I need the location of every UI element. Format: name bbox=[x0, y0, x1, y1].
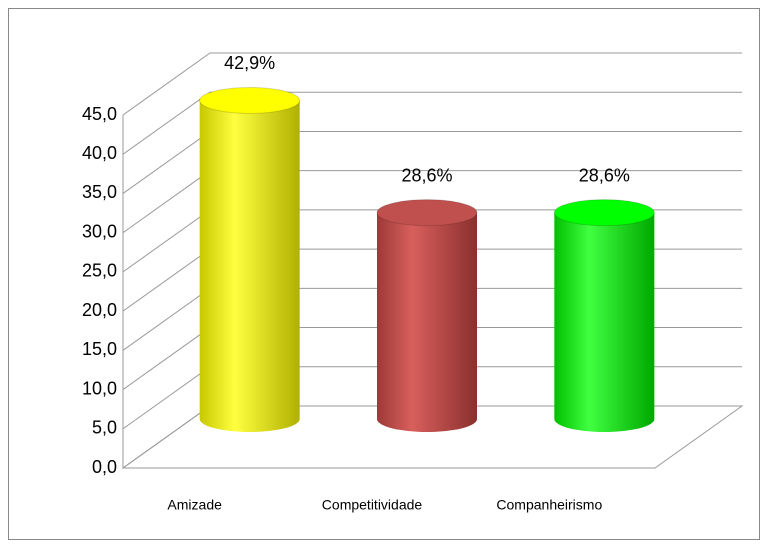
y-tick-label: 0,0 bbox=[92, 457, 117, 477]
bar-body bbox=[199, 100, 300, 432]
y-tick-label: 15,0 bbox=[82, 339, 117, 359]
value-label: 28,6% bbox=[579, 165, 630, 185]
bar-body bbox=[377, 212, 477, 432]
bar-top bbox=[553, 199, 655, 227]
value-label: 28,6% bbox=[401, 165, 452, 185]
bar-top bbox=[376, 199, 478, 227]
x-tick-label: Amizade bbox=[167, 497, 222, 513]
y-tick-label: 5,0 bbox=[92, 418, 117, 438]
y-tick-label: 35,0 bbox=[82, 182, 117, 202]
bar-body bbox=[554, 212, 655, 432]
value-label: 42,9% bbox=[224, 53, 275, 73]
bar bbox=[376, 199, 478, 432]
y-tick-label: 20,0 bbox=[82, 300, 117, 320]
grid-line bbox=[122, 52, 742, 116]
y-tick-label: 25,0 bbox=[82, 261, 117, 281]
bar-top bbox=[199, 86, 301, 114]
x-tick-label: Competitividade bbox=[322, 497, 423, 513]
y-tick-label: 30,0 bbox=[82, 221, 117, 241]
x-tick-label: Companheirismo bbox=[496, 497, 602, 513]
bar bbox=[199, 86, 301, 432]
y-tick-label: 40,0 bbox=[82, 143, 117, 163]
y-tick-label: 45,0 bbox=[82, 104, 117, 124]
y-tick-label: 10,0 bbox=[82, 378, 117, 398]
bar bbox=[553, 199, 655, 432]
grid-line bbox=[122, 91, 742, 155]
